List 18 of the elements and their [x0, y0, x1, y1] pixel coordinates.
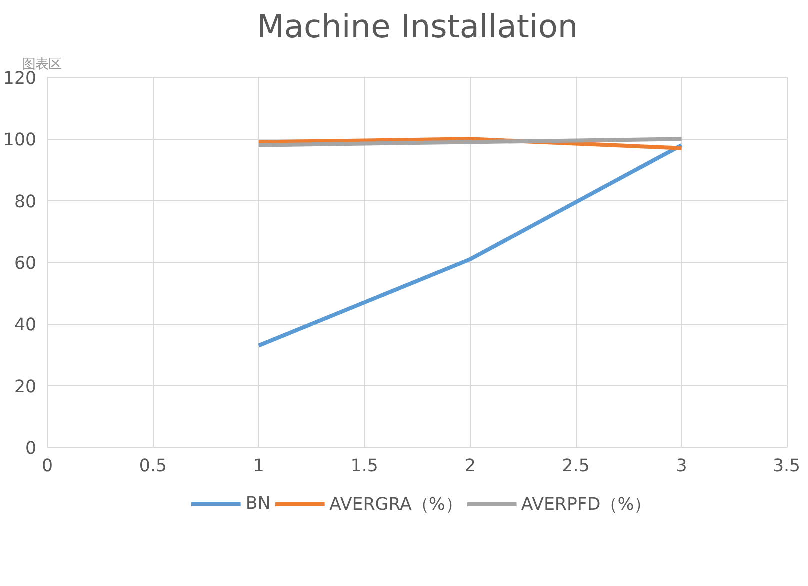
x-tick-label: 3.5 — [772, 456, 801, 476]
x-tick-label: 1.5 — [350, 456, 378, 476]
x-tick-label: 2 — [464, 456, 476, 476]
x-tick-label: 1 — [253, 456, 264, 476]
x-tick-label: 2.5 — [562, 456, 590, 476]
legend-label: AVERPFD（%） — [521, 494, 652, 516]
chart-title: Machine Installation — [256, 8, 578, 46]
y-tick-label: 80 — [14, 192, 37, 212]
y-tick-label: 0 — [25, 439, 37, 459]
legend-label: AVERGRA（%） — [330, 494, 462, 516]
x-tick-label: 0 — [42, 456, 54, 476]
x-tick-label: 3 — [676, 456, 688, 476]
x-tick-label: 0.5 — [139, 456, 167, 476]
legend-label: BN — [246, 494, 271, 514]
y-tick-label: 40 — [14, 316, 37, 336]
y-tick-label: 100 — [3, 130, 37, 151]
y-tick-label: 60 — [14, 254, 37, 274]
y-tick-label: 20 — [14, 377, 37, 398]
